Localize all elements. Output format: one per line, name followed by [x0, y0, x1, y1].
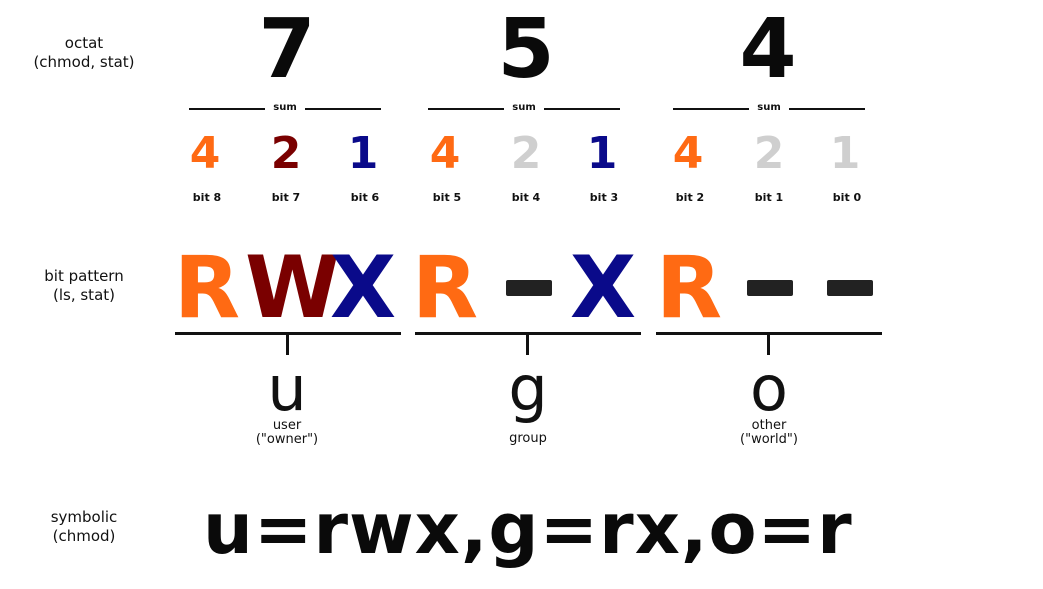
pattern-dash-group-w	[506, 280, 552, 296]
pattern-char-group-x: X	[569, 238, 637, 338]
group-tick-group	[526, 335, 529, 355]
bit-label-6: bit 6	[350, 191, 380, 204]
bit-value-7: 2	[270, 128, 302, 179]
group-tick-other	[767, 335, 770, 355]
group-tick-user	[286, 335, 289, 355]
bit-value-1: 2	[753, 128, 785, 179]
bit-value-8: 4	[189, 128, 221, 179]
octal-digit-user: 7	[258, 2, 316, 97]
group-letter-other: o	[750, 352, 788, 425]
group-line-group	[415, 332, 641, 335]
pattern-char-other-r: R	[655, 238, 723, 338]
sum-label-other: sum	[749, 101, 789, 115]
pattern-label: bit pattern (ls, stat)	[9, 267, 159, 305]
symbolic-label: symbolic (chmod)	[9, 508, 159, 546]
bit-label-7: bit 7	[271, 191, 301, 204]
group-letter-group: g	[508, 352, 548, 425]
group-letter-user: u	[267, 352, 307, 425]
bit-value-2: 4	[672, 128, 704, 179]
pattern-char-user-x: X	[329, 238, 397, 338]
sum-label-group: sum	[504, 101, 544, 115]
octal-digit-group: 5	[497, 2, 555, 97]
pattern-char-user-w: W	[245, 238, 340, 338]
bit-label-1: bit 1	[754, 191, 784, 204]
group-name-other: other ("world")	[699, 419, 839, 447]
pattern-char-group-r: R	[411, 238, 479, 338]
octal-label-line2: (chmod, stat)	[33, 53, 135, 71]
bit-value-6: 1	[347, 128, 379, 179]
group-name-group: group	[458, 432, 598, 446]
bit-label-8: bit 8	[192, 191, 222, 204]
pattern-label-line1: bit pattern	[44, 267, 124, 285]
bit-label-5: bit 5	[432, 191, 462, 204]
pattern-char-user-r: R	[173, 238, 241, 338]
bit-label-2: bit 2	[675, 191, 705, 204]
pattern-dash-other-x	[827, 280, 873, 296]
octal-label: octat (chmod, stat)	[9, 34, 159, 72]
group-name-other-line1: other	[751, 418, 787, 433]
bit-label-3: bit 3	[589, 191, 619, 204]
octal-digit-other: 4	[739, 2, 797, 97]
group-line-user	[175, 332, 401, 335]
sum-label-user: sum	[265, 101, 305, 115]
octal-label-line1: octat	[64, 34, 104, 52]
group-name-other-line2: ("world")	[740, 432, 798, 447]
group-name-group-line1: group	[509, 431, 547, 446]
group-name-user-line1: user	[272, 418, 302, 433]
group-line-other	[656, 332, 882, 335]
bit-value-4: 2	[510, 128, 542, 179]
pattern-dash-other-w	[747, 280, 793, 296]
symbolic-label-line1: symbolic	[50, 508, 118, 526]
group-name-user: user ("owner")	[217, 419, 357, 447]
symbolic-label-line2: (chmod)	[52, 527, 116, 545]
bit-label-4: bit 4	[511, 191, 541, 204]
pattern-label-line2: (ls, stat)	[53, 286, 115, 304]
bit-value-3: 1	[586, 128, 618, 179]
group-name-user-line2: ("owner")	[255, 432, 319, 447]
bit-value-0: 1	[829, 128, 861, 179]
bit-label-0: bit 0	[832, 191, 862, 204]
bit-value-5: 4	[429, 128, 461, 179]
symbolic-notation: u=rwx,g=rx,o=r	[203, 488, 853, 570]
